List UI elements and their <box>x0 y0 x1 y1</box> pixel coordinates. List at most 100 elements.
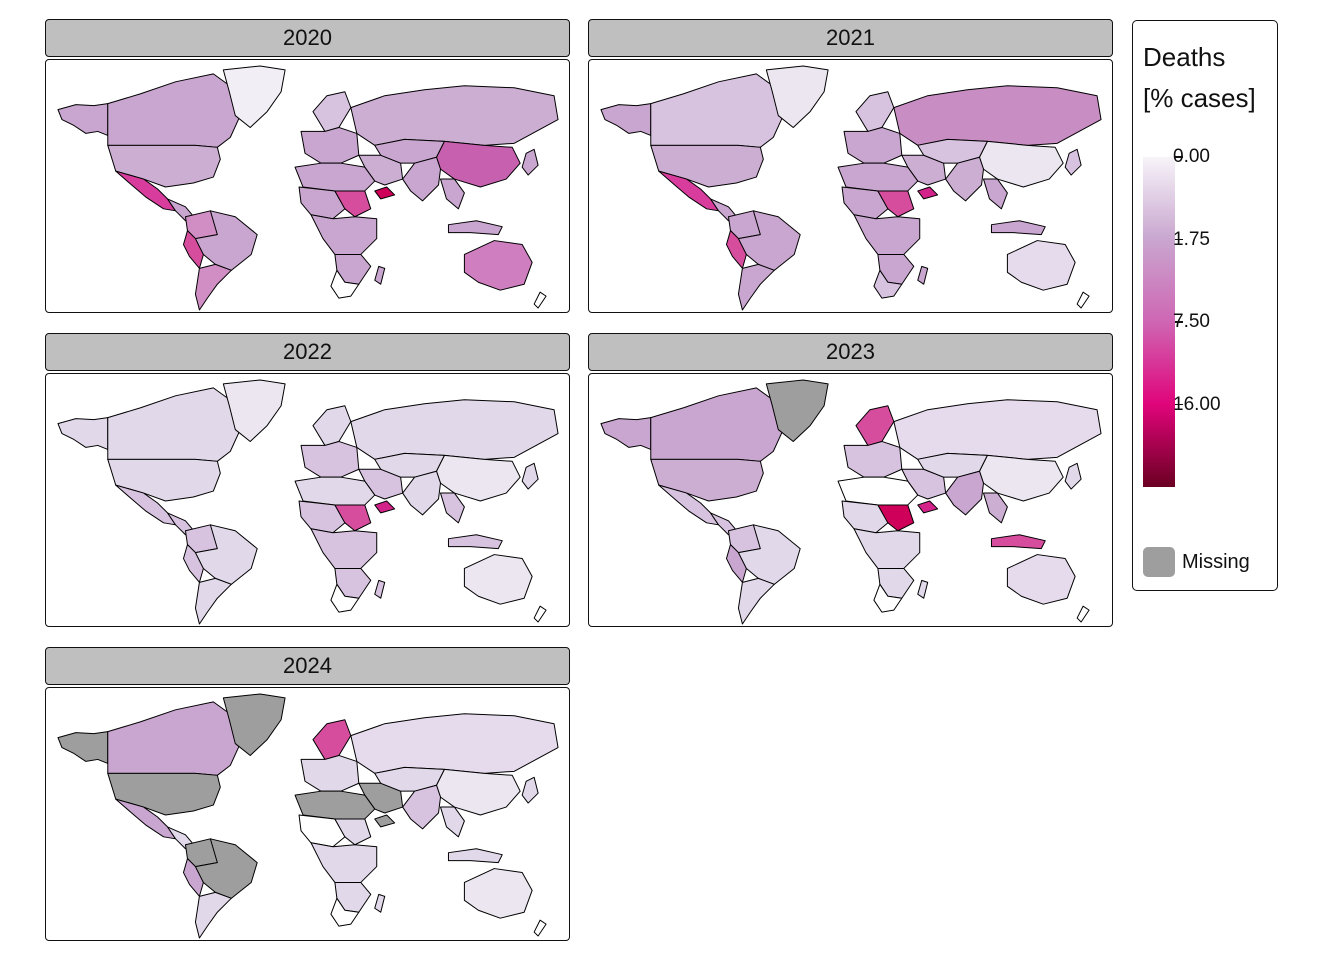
country-japan <box>521 462 539 490</box>
country-nz <box>533 291 547 309</box>
legend-tick <box>1175 238 1183 241</box>
country-europe <box>300 440 360 478</box>
country-sudan <box>877 190 915 218</box>
country-canada <box>107 73 241 148</box>
country-canada <box>107 701 241 776</box>
country-europe <box>300 754 360 792</box>
country-southafrica <box>873 269 903 299</box>
country-cafrica <box>310 214 378 255</box>
country-seasia <box>439 178 465 210</box>
country-southam_south <box>194 577 232 625</box>
country-japan <box>521 776 539 804</box>
country-yemen <box>374 814 396 828</box>
country-australia <box>463 554 533 605</box>
world-map <box>588 373 1113 627</box>
world-map <box>45 687 570 941</box>
country-cafrica <box>310 528 378 569</box>
country-china <box>979 454 1064 502</box>
world-map <box>45 59 570 313</box>
country-seasia <box>439 806 465 838</box>
legend-tick <box>1175 321 1183 323</box>
country-southafrica <box>330 583 360 613</box>
world-map-svg <box>600 379 1102 625</box>
country-southam_south <box>737 577 775 625</box>
world-map <box>45 373 570 627</box>
country-nafrica <box>294 476 376 506</box>
country-sudan <box>877 504 915 532</box>
country-india <box>402 156 441 202</box>
country-indonesia <box>447 848 503 864</box>
country-scandinavia <box>855 405 895 446</box>
country-scandinavia <box>312 719 352 760</box>
panel-title: 2021 <box>588 19 1113 57</box>
country-europe <box>843 126 903 164</box>
country-sudan <box>334 504 372 532</box>
country-scandinavia <box>312 91 352 132</box>
country-seasia <box>439 492 465 524</box>
country-yemen <box>374 186 396 200</box>
country-southam_south <box>194 263 232 311</box>
country-japan <box>1064 148 1082 176</box>
legend-tick-label: 0.00 <box>1173 146 1210 167</box>
world-map <box>588 59 1113 313</box>
country-japan <box>521 148 539 176</box>
country-southam_south <box>737 263 775 311</box>
legend-title-line1: Deaths <box>1143 42 1226 72</box>
country-greenland <box>765 65 829 128</box>
legend-missing-swatch <box>1143 547 1175 577</box>
country-yemen <box>917 500 939 514</box>
country-southafrica <box>330 269 360 299</box>
panel-title: 2020 <box>45 19 570 57</box>
country-cafrica <box>853 214 921 255</box>
legend-title: Deaths [% cases] <box>1143 37 1256 119</box>
country-southafrica <box>873 583 903 613</box>
map-panel: 2023 <box>588 333 1113 627</box>
country-usa <box>107 144 221 188</box>
country-usa <box>107 772 221 816</box>
country-usa <box>107 458 221 502</box>
country-nafrica <box>837 476 919 506</box>
country-greenland <box>222 693 286 756</box>
map-panel: 2020 <box>45 19 570 313</box>
country-northam_west <box>600 103 652 136</box>
country-northam_west <box>57 417 109 450</box>
country-china <box>979 140 1064 188</box>
country-seasia <box>982 178 1008 210</box>
country-madagascar <box>374 579 386 599</box>
world-map-svg <box>57 379 559 625</box>
country-indonesia <box>990 534 1046 550</box>
country-russia <box>350 399 559 460</box>
country-russia <box>350 713 559 774</box>
country-europe <box>843 440 903 478</box>
country-scandinavia <box>312 405 352 446</box>
country-usa <box>650 144 764 188</box>
country-europe <box>300 126 360 164</box>
country-sudan <box>334 190 372 218</box>
country-china <box>436 768 521 816</box>
country-japan <box>1064 462 1082 490</box>
country-nz <box>1076 605 1090 623</box>
country-northam_west <box>57 103 109 136</box>
world-map-svg <box>600 65 1102 311</box>
panel-title: 2023 <box>588 333 1113 371</box>
country-nafrica <box>294 790 376 820</box>
country-india <box>402 470 441 516</box>
country-scandinavia <box>855 91 895 132</box>
country-yemen <box>917 186 939 200</box>
country-india <box>945 156 984 202</box>
legend-tick-label: 16.00 <box>1173 393 1221 415</box>
legend-title-line2: [% cases] <box>1143 83 1256 113</box>
country-northam_west <box>600 417 652 450</box>
world-map-svg <box>57 693 559 939</box>
country-southam_south <box>194 891 232 939</box>
country-nz <box>1076 291 1090 309</box>
country-southafrica <box>330 897 360 927</box>
country-northam_west <box>57 731 109 764</box>
legend-tick <box>1175 403 1183 406</box>
country-china <box>436 140 521 188</box>
country-yemen <box>374 500 396 514</box>
country-seasia <box>982 492 1008 524</box>
country-russia <box>893 399 1102 460</box>
country-nafrica <box>837 162 919 192</box>
legend-missing-label: Missing <box>1182 551 1250 573</box>
